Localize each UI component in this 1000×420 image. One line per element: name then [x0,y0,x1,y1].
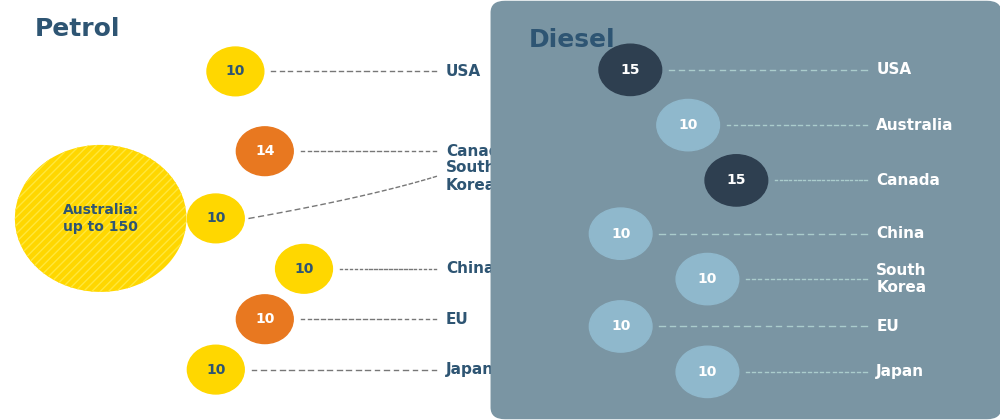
Text: China: China [446,261,494,276]
Circle shape [276,244,332,293]
Circle shape [676,346,739,397]
Text: Canada: Canada [446,144,510,159]
Text: Diesel: Diesel [529,29,616,52]
Text: 10: 10 [698,365,717,379]
Text: Petrol: Petrol [34,17,120,41]
Text: 10: 10 [678,118,698,132]
Text: 14: 14 [255,144,275,158]
Circle shape [589,301,652,352]
Circle shape [187,345,244,394]
Text: 10: 10 [611,320,630,333]
Text: 10: 10 [698,272,717,286]
Text: Australia:
up to 150: Australia: up to 150 [63,203,139,234]
Text: Japan: Japan [876,365,924,379]
Text: South
Korea: South Korea [876,263,927,295]
Circle shape [657,100,719,151]
Circle shape [676,253,739,305]
Text: 10: 10 [226,64,245,79]
Circle shape [599,44,662,95]
FancyBboxPatch shape [491,1,1000,419]
Text: Japan: Japan [446,362,494,377]
Polygon shape [15,145,186,292]
Text: EU: EU [876,319,899,334]
Circle shape [236,127,293,176]
Circle shape [207,47,264,96]
Text: 10: 10 [255,312,274,326]
Text: EU: EU [446,312,469,327]
Text: 10: 10 [294,262,314,276]
Text: South
Korea: South Korea [446,160,497,193]
Text: 15: 15 [727,173,746,187]
Text: Australia: Australia [876,118,954,133]
Text: China: China [876,226,925,241]
Text: 10: 10 [611,227,630,241]
Circle shape [187,194,244,243]
Text: USA: USA [876,62,911,77]
Circle shape [589,208,652,259]
Circle shape [705,155,768,206]
Circle shape [236,295,293,344]
Text: 15: 15 [621,63,640,77]
Text: 10: 10 [206,211,225,226]
Text: USA: USA [446,64,481,79]
Text: Canada: Canada [876,173,940,188]
Text: 10: 10 [206,362,225,377]
